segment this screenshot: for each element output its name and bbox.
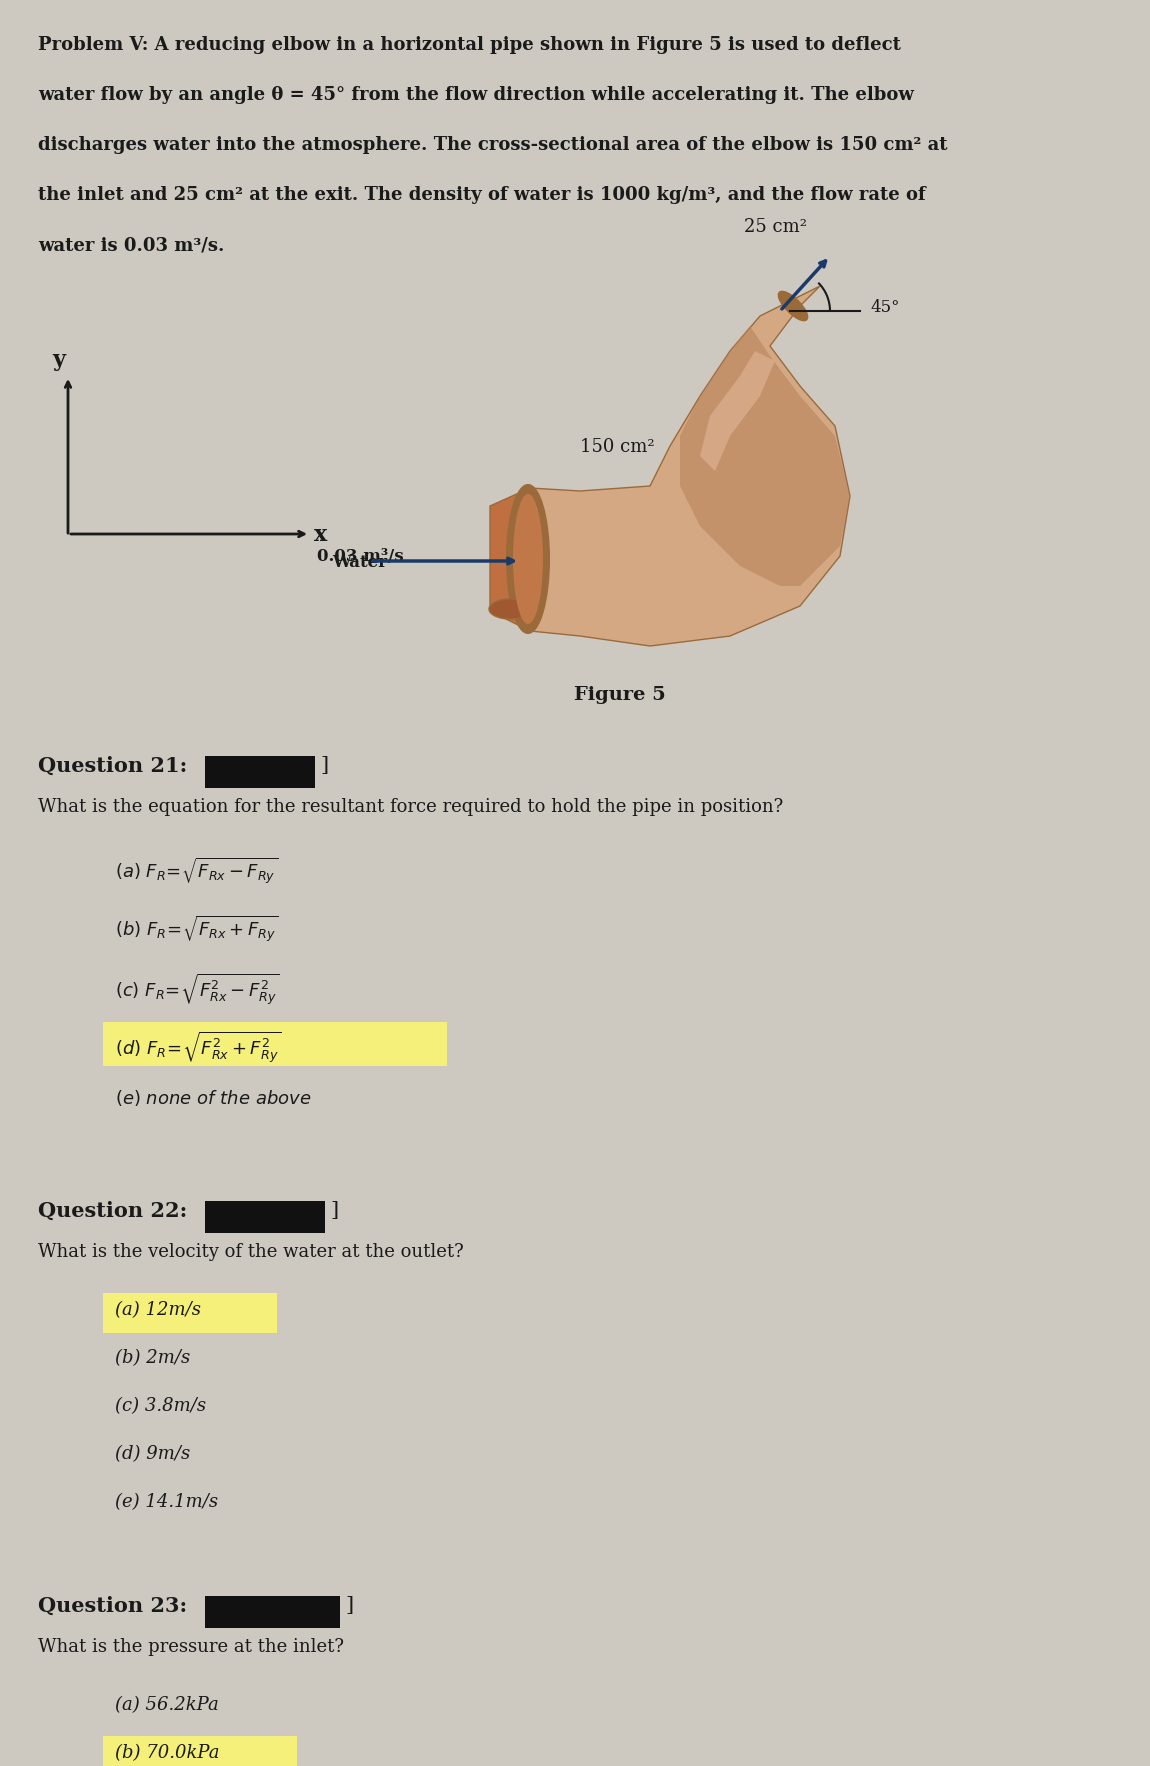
Text: water is 0.03 m³/s.: water is 0.03 m³/s. [38, 237, 224, 254]
Text: $(a)$ $F_R\!=\!\sqrt{F_{Rx} - F_{Ry}}$: $(a)$ $F_R\!=\!\sqrt{F_{Rx} - F_{Ry}}$ [115, 857, 278, 887]
Text: $(c)$ $F_R\!=\! \sqrt{F_{Rx}^2 - F_{Ry}^2}$: $(c)$ $F_R\!=\! \sqrt{F_{Rx}^2 - F_{Ry}^… [115, 971, 279, 1007]
Text: Water: Water [332, 555, 388, 570]
Text: (b) 70.0kPa: (b) 70.0kPa [115, 1745, 220, 1762]
Text: Problem V: A reducing elbow in a horizontal pipe shown in Figure 5 is used to de: Problem V: A reducing elbow in a horizon… [38, 35, 900, 55]
Text: (a) 56.2kPa: (a) 56.2kPa [115, 1695, 218, 1715]
Text: Question 22:: Question 22: [38, 1201, 187, 1220]
Text: $(b)$ $F_R\!=\!\sqrt{F_{Rx} + F_{Ry}}$: $(b)$ $F_R\!=\!\sqrt{F_{Rx} + F_{Ry}}$ [115, 915, 278, 945]
Text: (a) 12m/s: (a) 12m/s [115, 1302, 201, 1319]
FancyBboxPatch shape [205, 1596, 340, 1628]
Text: (e) 14.1m/s: (e) 14.1m/s [115, 1492, 218, 1512]
Ellipse shape [779, 291, 807, 320]
Text: (b) 2m/s: (b) 2m/s [115, 1349, 190, 1367]
Text: What is the pressure at the inlet?: What is the pressure at the inlet? [38, 1639, 344, 1657]
Text: ]: ] [345, 1596, 353, 1614]
Text: 25 cm²: 25 cm² [744, 217, 806, 237]
Text: 45°: 45° [871, 300, 899, 316]
FancyBboxPatch shape [104, 1736, 297, 1766]
Text: (d) 9m/s: (d) 9m/s [115, 1445, 190, 1462]
Text: discharges water into the atmosphere. The cross-sectional area of the elbow is 1: discharges water into the atmosphere. Th… [38, 136, 948, 154]
Ellipse shape [507, 486, 549, 632]
FancyBboxPatch shape [104, 1023, 447, 1067]
Polygon shape [530, 286, 850, 646]
Text: x: x [314, 525, 328, 546]
Text: $(e)$ $\mathit{none\ of\ the\ above}$: $(e)$ $\mathit{none\ of\ the\ above}$ [115, 1088, 312, 1107]
FancyBboxPatch shape [205, 756, 315, 788]
Text: 150 cm²: 150 cm² [580, 438, 654, 456]
Text: Question 21:: Question 21: [38, 756, 187, 775]
FancyBboxPatch shape [205, 1201, 325, 1233]
Text: What is the velocity of the water at the outlet?: What is the velocity of the water at the… [38, 1243, 463, 1261]
Text: the inlet and 25 cm² at the exit. The density of water is 1000 kg/m³, and the fl: the inlet and 25 cm² at the exit. The de… [38, 185, 926, 205]
Text: (c) 3.8m/s: (c) 3.8m/s [115, 1397, 206, 1415]
Text: What is the equation for the resultant force required to hold the pipe in positi: What is the equation for the resultant f… [38, 798, 783, 816]
Text: 0.03 m³/s: 0.03 m³/s [316, 547, 404, 565]
Text: ]: ] [330, 1201, 338, 1220]
Ellipse shape [513, 494, 543, 623]
Text: water flow by an angle θ = 45° from the flow direction while accelerating it. Th: water flow by an angle θ = 45° from the … [38, 87, 914, 104]
Text: $(d)$ $F_R\!=\! \sqrt{F_{Rx}^2 + F_{Ry}^2}$: $(d)$ $F_R\!=\! \sqrt{F_{Rx}^2 + F_{Ry}^… [115, 1030, 282, 1065]
Text: Figure 5: Figure 5 [574, 685, 666, 705]
Text: y: y [52, 350, 66, 371]
Polygon shape [700, 351, 775, 472]
Ellipse shape [489, 599, 531, 620]
Text: ]: ] [320, 756, 328, 775]
FancyBboxPatch shape [104, 1293, 277, 1333]
Text: Question 23:: Question 23: [38, 1596, 187, 1616]
Polygon shape [680, 327, 850, 586]
Polygon shape [490, 487, 530, 630]
